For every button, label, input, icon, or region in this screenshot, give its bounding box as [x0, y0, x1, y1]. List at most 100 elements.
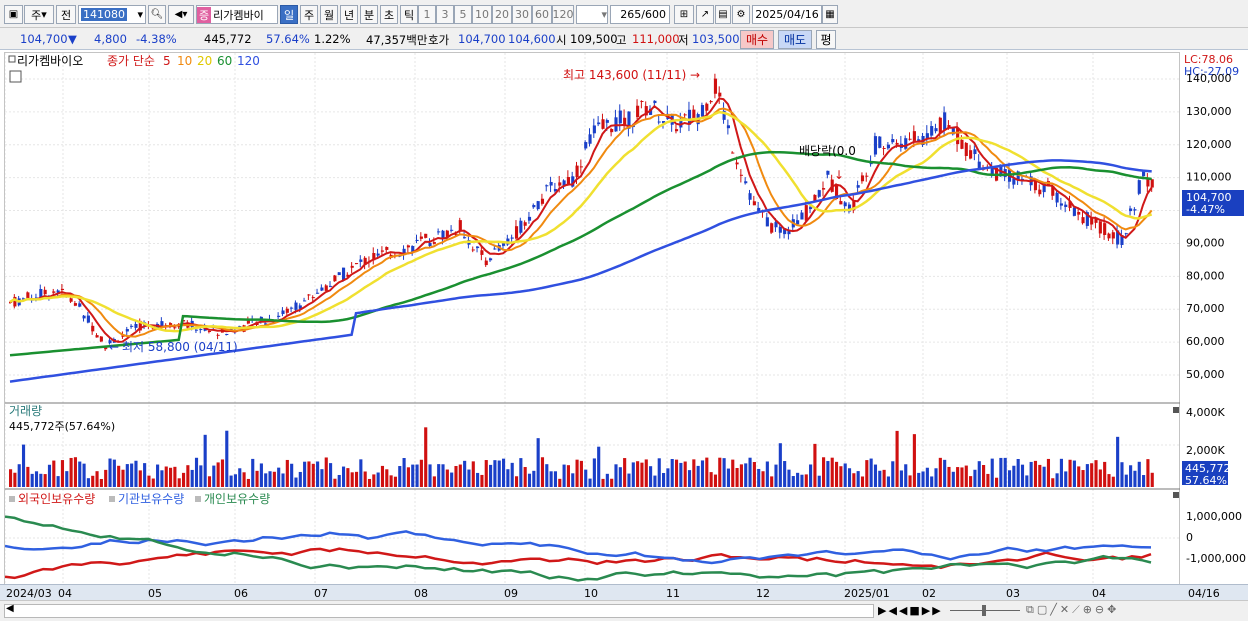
speaker-icon[interactable]: ◀▾ — [168, 5, 194, 24]
ma-legend-60[interactable]: 60 — [217, 54, 232, 68]
interval-120[interactable]: 120 — [552, 5, 574, 24]
scale-icon[interactable]: ✥ — [1107, 603, 1120, 616]
ma-legend-120[interactable]: 120 — [237, 54, 260, 68]
candle-body — [463, 237, 467, 239]
playback-controls[interactable]: ▶◀◀■▶▶ — [878, 604, 943, 617]
tab-year[interactable]: 년 — [340, 5, 358, 24]
interval-custom-select[interactable]: ▾ — [576, 5, 608, 24]
copy-icon[interactable]: ⧉ — [1026, 603, 1037, 616]
candle-body — [1042, 182, 1046, 193]
line-tool-icon[interactable]: ╱ — [1050, 603, 1060, 616]
interval-20[interactable]: 20 — [492, 5, 512, 24]
candle-body — [809, 207, 813, 210]
interval-5[interactable]: 5 — [454, 5, 472, 24]
tab-minute[interactable]: 분 — [360, 5, 378, 24]
interval-30[interactable]: 30 — [512, 5, 532, 24]
calendar-icon[interactable]: ▦ — [822, 5, 838, 24]
save-icon[interactable]: ▤ — [715, 5, 731, 24]
candle-body — [298, 305, 302, 309]
prev-button[interactable]: 전 — [56, 5, 76, 24]
candle-body — [912, 131, 916, 141]
tab-tick[interactable]: 틱 — [400, 5, 418, 24]
period-unit-select[interactable]: 주 ▾ — [24, 5, 54, 24]
ma-legend-5[interactable]: 5 — [163, 54, 171, 68]
legend-institution[interactable]: 기관보유수량 — [118, 492, 184, 506]
legend-individual[interactable]: 개인보유수량 — [204, 492, 270, 506]
legend-foreign[interactable]: 외국인보유수량 — [18, 492, 95, 506]
scroll-left-icon[interactable]: ◀ — [6, 603, 14, 614]
chevron-down-icon[interactable]: ▾ — [137, 8, 143, 21]
right-axis-canvas[interactable]: LC:78.06 HC:-27.09 140,000 130,000 120,000… — [1180, 52, 1248, 588]
candle-body — [1120, 235, 1124, 245]
volume-bar — [406, 467, 410, 487]
drawing-tools[interactable]: ⧉▢╱✕⟋⊕⊖✥ — [1026, 603, 1119, 617]
search-icon[interactable]: 🔍︎ — [148, 5, 166, 24]
holdings-panel-close-icon[interactable] — [1173, 492, 1179, 498]
count-input[interactable]: 265/600 — [610, 5, 670, 24]
sell-button[interactable]: 매도 — [778, 30, 812, 49]
chart-canvas[interactable]: 최고 143,600 (11/11) → ← 최저 58,800 (04/11)… — [4, 53, 1181, 589]
candle-body — [1033, 179, 1038, 191]
zoom-out-icon[interactable]: ⊖ — [1094, 603, 1108, 616]
legend-box-icon[interactable] — [8, 55, 16, 63]
candle-body — [523, 222, 527, 226]
gear-icon[interactable]: ⚙ — [732, 5, 750, 24]
candle-body — [108, 340, 112, 344]
ma-legend-20[interactable]: 20 — [197, 54, 212, 68]
tab-second[interactable]: 초 — [380, 5, 398, 24]
volume-bar — [605, 473, 609, 487]
interval-3[interactable]: 3 — [436, 5, 454, 24]
right-axis[interactable]: LC:78.06 HC:-27.09 140,000 130,000 120,000… — [1180, 52, 1248, 588]
ma-legend-title[interactable]: 종가 단순 — [107, 54, 155, 68]
fast-forward-icon[interactable]: ▶▶ — [921, 604, 943, 617]
diagonal-icon[interactable]: ⟋ — [1072, 603, 1083, 616]
cross-icon[interactable]: ✕ — [1059, 603, 1073, 616]
grid-toggle-icon[interactable] — [9, 70, 22, 83]
price-tick: 70,000 — [1186, 302, 1225, 315]
interval-60[interactable]: 60 — [532, 5, 552, 24]
volume-panel-close-icon[interactable] — [1173, 407, 1179, 413]
buy-button[interactable]: 매수 — [740, 30, 774, 49]
candle-body — [683, 114, 687, 116]
volume-tag-pct: 57.64% — [1185, 474, 1227, 487]
volume-bar — [739, 464, 743, 487]
volume-bar — [519, 458, 523, 487]
candle-body — [1116, 230, 1120, 245]
indicator-icon[interactable]: ⊞ — [674, 5, 694, 24]
candle-body — [354, 263, 359, 265]
zoom-slider-handle[interactable] — [982, 605, 986, 616]
stock-code-input[interactable]: 141080 ▾ — [78, 5, 146, 24]
volume-bar — [852, 473, 856, 487]
window-menu-icon[interactable]: ▣ — [4, 5, 23, 24]
volume-bar — [536, 438, 540, 487]
candle-body — [181, 320, 186, 322]
volume-bar — [454, 465, 458, 487]
rewind-icon[interactable]: ◀◀ — [888, 604, 910, 617]
window-icon[interactable]: ▢ — [1036, 603, 1051, 616]
stock-name-field[interactable]: 증 리가켐바이 — [196, 5, 278, 24]
volume-bar — [809, 464, 813, 487]
interval-10[interactable]: 10 — [472, 5, 492, 24]
price-tick: 90,000 — [1186, 236, 1225, 249]
candle-body — [1146, 177, 1150, 187]
tab-day[interactable]: 일 — [280, 5, 298, 24]
chart-area[interactable]: 최고 143,600 (11/11) → ← 최저 58,800 (04/11)… — [4, 52, 1181, 589]
candle-body — [891, 139, 895, 143]
eval-button[interactable]: 평 — [816, 30, 836, 49]
tab-week[interactable]: 주 — [300, 5, 318, 24]
tab-month[interactable]: 월 — [320, 5, 338, 24]
stop-icon[interactable]: ■ — [909, 604, 922, 617]
draw-tool-icon[interactable]: ↗ — [696, 5, 714, 24]
vol-tick-4000k: 4,000K — [1186, 406, 1225, 419]
volume-bar — [1064, 471, 1068, 487]
candle-body — [519, 220, 523, 233]
ma-legend-10[interactable]: 10 — [177, 54, 192, 68]
play-icon[interactable]: ▶ — [878, 604, 889, 617]
date-input[interactable]: 2025/04/16 — [752, 5, 822, 24]
horizontal-scrollbar[interactable]: ◀ — [4, 603, 874, 618]
candle-body — [536, 201, 540, 210]
zoom-in-icon[interactable]: ⊕ — [1082, 603, 1095, 616]
volume-bar — [190, 469, 194, 487]
interval-1[interactable]: 1 — [418, 5, 436, 24]
x-axis[interactable]: 2024/03 04 05 06 07 08 09 10 11 12 2025/01 02 03 04 0… — [0, 584, 1248, 600]
